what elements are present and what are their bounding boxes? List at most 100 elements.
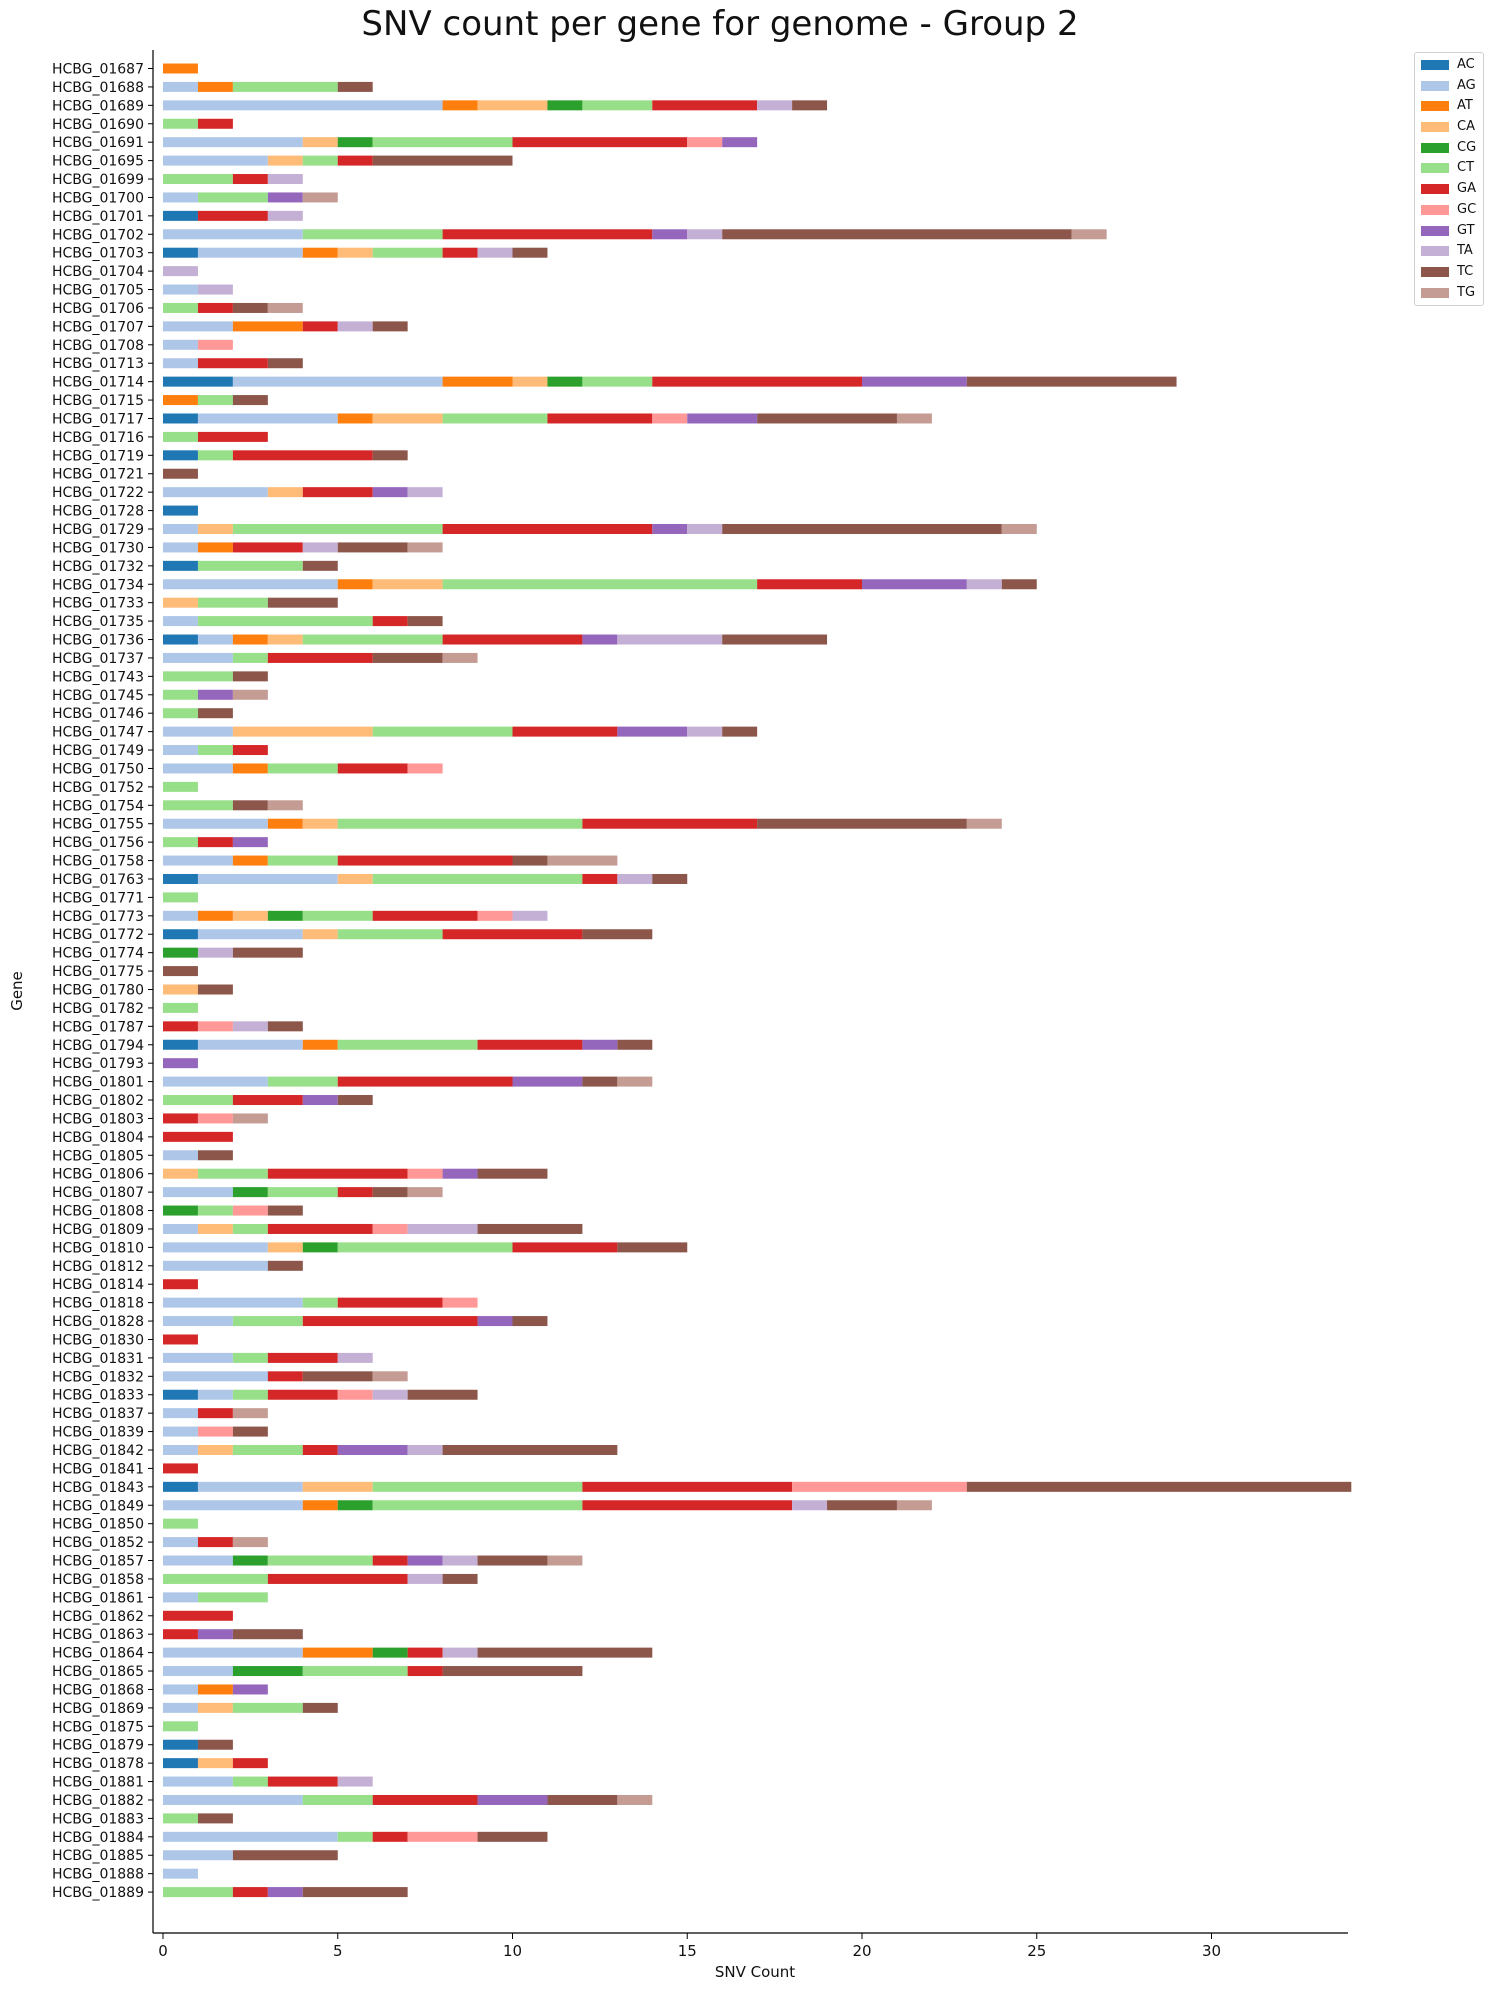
bar-segment-cg: [302, 1242, 338, 1253]
bar-segment-ag: [163, 542, 198, 553]
bar-segment-tc: [407, 1389, 478, 1400]
y-tick-label: HCBG_01861: [52, 1590, 144, 1606]
y-tick-label: HCBG_01754: [52, 798, 144, 814]
bar-segment-tg: [302, 192, 338, 203]
bar-segment-tg: [232, 1408, 268, 1419]
bar-segment-ta: [407, 487, 443, 498]
bar-segment-ca: [267, 1242, 303, 1253]
bar-segment-ga: [407, 1666, 443, 1677]
bar-segment-ag: [163, 229, 303, 240]
bar-segment-at: [302, 1500, 338, 1511]
bar-segment-ta: [687, 524, 723, 534]
bar-segment-tc: [302, 1371, 373, 1382]
legend-item: AT: [1415, 96, 1483, 117]
y-tick-label: HCBG_01858: [52, 1572, 144, 1588]
bar-segment-gt: [232, 837, 268, 848]
bar-segment-ga: [163, 1334, 198, 1345]
bar-segment-ga: [512, 1242, 618, 1253]
legend-label: CA: [1457, 119, 1475, 135]
bar-segment-ct: [302, 229, 443, 240]
bar-segment-ag: [232, 376, 443, 387]
bar-segment-at: [163, 63, 198, 74]
bar-segment-ag: [163, 1352, 233, 1363]
x-ticks: 0 5 10 15 20 25 30: [158, 1933, 1221, 1960]
bar-segment-ga: [197, 837, 233, 848]
bar-segment-ca: [512, 376, 548, 387]
y-tick-label: HCBG_01869: [52, 1701, 144, 1717]
y-tick-label: HCBG_01782: [52, 1001, 144, 1017]
bar-segment-gt: [407, 1555, 443, 1566]
bar-segment-gt: [163, 1058, 198, 1069]
bar-segment-tc: [163, 468, 198, 479]
bar-segment-at: [197, 81, 233, 92]
bar-segment-ct: [372, 137, 513, 148]
bar-segment-ta: [687, 726, 723, 737]
bar-segment-ga: [267, 1573, 408, 1584]
bar-segment-ag: [163, 1592, 198, 1603]
y-tick-label: HCBG_01888: [52, 1867, 144, 1883]
bar-segment-ag: [163, 1776, 233, 1787]
bar-segment-ct: [163, 708, 198, 719]
bar-segment-ag: [163, 339, 198, 350]
legend-swatch: [1421, 287, 1449, 298]
bar-segment-tg: [896, 413, 932, 424]
bar-segment-ct: [302, 155, 338, 166]
legend-swatch: [1421, 80, 1449, 91]
bar-segment-ac: [163, 376, 233, 387]
bar-segment-ga: [442, 929, 583, 940]
bar-segment-cg: [547, 100, 583, 111]
bar-segment-ta: [232, 1021, 268, 1032]
bar-segment-at: [232, 634, 268, 645]
bar-segment-ga: [267, 652, 373, 663]
bar-segment-ga: [232, 450, 373, 461]
bar-segment-ag: [163, 1702, 198, 1713]
y-tick-label: HCBG_01850: [52, 1517, 144, 1533]
bar-segment-ga: [197, 431, 268, 442]
bar-segment-ct: [163, 781, 198, 792]
bar-segment-ga: [582, 1500, 793, 1511]
y-tick-label: HCBG_01842: [52, 1443, 144, 1459]
y-tick-label: HCBG_01721: [52, 467, 144, 483]
bar-segment-at: [337, 579, 373, 590]
y-tick-labels: HCBG_01687 HCBG_01688 HCBG_01689 HCBG_01690…: [52, 62, 153, 1901]
bar-segment-ga: [232, 174, 268, 185]
bar-segment-ga: [163, 1021, 198, 1032]
bar-segment-ga: [197, 1408, 233, 1419]
y-tick-label: HCBG_01728: [52, 504, 144, 520]
bar-segment-cg: [337, 137, 373, 148]
bar-segment-tc: [722, 524, 1002, 534]
bar-segment-ag: [163, 100, 443, 111]
y-tick-label: HCBG_01884: [52, 1830, 144, 1846]
bar-segment-ca: [232, 726, 373, 737]
bar-segment-cg: [267, 910, 303, 921]
y-tick-label: HCBG_01865: [52, 1664, 144, 1680]
bar-segment-ct: [197, 1168, 268, 1179]
bar-segment-ga: [442, 247, 478, 258]
bar-segment-ag: [163, 1297, 303, 1308]
bar-segment-ag: [197, 634, 233, 645]
bar-segment-ct: [267, 855, 338, 866]
bar-segment-ct: [163, 1002, 198, 1013]
bar-segment-ct: [163, 671, 233, 682]
bar-segment-ca: [372, 579, 443, 590]
y-tick-label: HCBG_01818: [52, 1296, 144, 1312]
bar-segment-ag: [163, 1426, 198, 1437]
y-tick-label: HCBG_01868: [52, 1682, 144, 1698]
bar-segment-ag: [163, 284, 198, 295]
y-tick-label: HCBG_01758: [52, 854, 144, 870]
legend-swatch: [1421, 163, 1449, 174]
bar-segment-ac: [163, 450, 198, 461]
bar-segment-ag: [163, 818, 268, 829]
bar-segment-ag: [197, 873, 338, 884]
bar-segment-ta: [792, 1500, 828, 1511]
bar-segment-ac: [163, 1389, 198, 1400]
legend-swatch: [1421, 142, 1449, 153]
legend-item: TC: [1415, 262, 1483, 283]
bar-segment-ag: [163, 910, 198, 921]
bar-segment-ag: [163, 763, 233, 774]
bar-segment-ac: [163, 210, 198, 221]
y-tick-label: HCBG_01812: [52, 1259, 144, 1275]
bar-segment-ct: [232, 1352, 268, 1363]
y-tick-label: HCBG_01839: [52, 1425, 144, 1441]
bar-segment-ag: [163, 1187, 233, 1198]
